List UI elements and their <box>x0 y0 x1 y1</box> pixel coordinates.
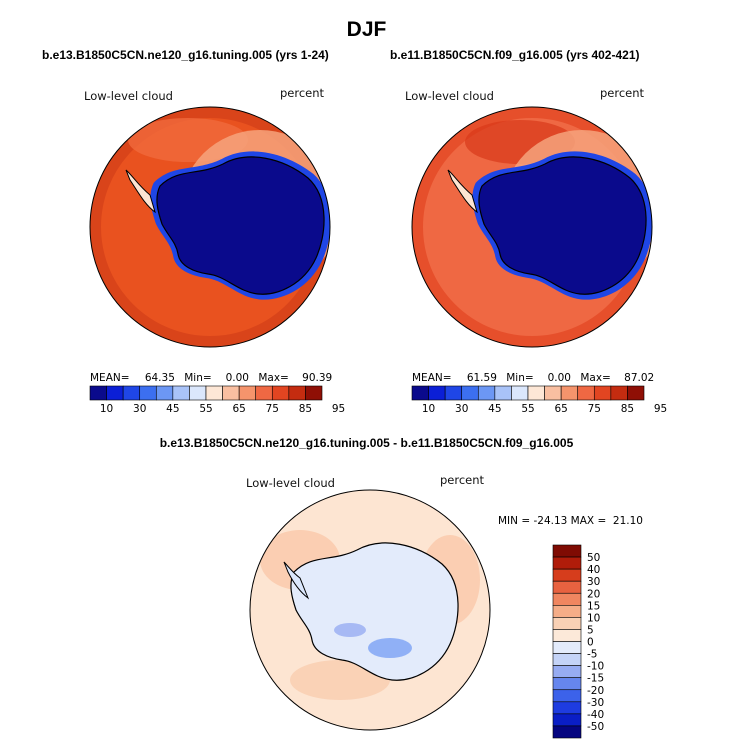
colorbar-left-swatch <box>255 385 273 401</box>
colorbar-left-swatch <box>122 385 141 401</box>
colorbar-bottom-swatch <box>552 617 582 630</box>
colorbar-bottom-tick-label: 30 <box>587 576 600 588</box>
colorbar-bottom-tick-label: -40 <box>587 709 604 721</box>
colorbar-bottom-tick-label: 5 <box>587 624 594 636</box>
colorbar-bottom-swatch <box>552 725 582 739</box>
colorbar-bottom-swatch <box>552 629 582 642</box>
colorbar-left-swatch <box>189 385 207 401</box>
colorbar-bottom-tick-label: -20 <box>587 685 604 697</box>
colorbar-right-tick-label: 65 <box>554 403 567 415</box>
colorbar-right-swatch <box>428 385 446 401</box>
colorbar-bottom-swatch <box>552 713 582 727</box>
colorbar-left-tick-label: 45 <box>166 403 179 415</box>
subtitle-right: b.e11.B1850C5CN.f09_g16.005 (yrs 402-421… <box>390 48 640 62</box>
figure-title: DJF <box>346 18 387 41</box>
map-border-right <box>411 106 653 348</box>
colorbar-right-tick-label: 75 <box>588 403 601 415</box>
map-panel-right <box>411 106 653 348</box>
colorbar-right-swatch <box>444 385 463 401</box>
colorbar-bottom-tick-label: -30 <box>587 697 604 709</box>
colorbar-bottom-swatch <box>552 580 582 594</box>
colorbar-left-swatch <box>271 385 290 401</box>
colorbar-right-swatch <box>560 385 579 401</box>
subtitle-left: b.e13.B1850C5CN.ne120_g16.tuning.005 (yr… <box>42 48 329 62</box>
map-border-bottom <box>249 489 491 731</box>
units-label-right: percent <box>600 86 645 100</box>
colorbar-bottom-swatch <box>552 544 582 558</box>
colorbar-left-tick-label: 55 <box>199 403 212 415</box>
colorbar-bottom-swatch <box>552 641 582 654</box>
colorbar-bottom-tick-label: -15 <box>587 673 604 685</box>
colorbar-bottom-tick-label: 20 <box>587 588 600 600</box>
colorbar-right-swatch <box>527 385 545 401</box>
colorbar-bottom-tick-label: -10 <box>587 661 604 673</box>
colorbar-right-tick-label: 10 <box>422 403 435 415</box>
field-label-left: Low-level cloud <box>84 89 173 103</box>
colorbar-right-tick-label: 55 <box>521 403 534 415</box>
colorbar-left-swatch <box>89 385 107 401</box>
colorbar-bottom-swatch <box>552 689 582 703</box>
colorbar-bottom-swatch <box>552 592 582 606</box>
colorbar-bottom-swatch <box>552 556 582 570</box>
colorbar-right-swatch <box>477 385 496 401</box>
colorbar-left-swatch <box>172 385 190 401</box>
colorbar-left-tick-label: 65 <box>232 403 245 415</box>
subtitle-bottom: b.e13.B1850C5CN.ne120_g16.tuning.005 - b… <box>159 436 574 450</box>
colorbar-left-swatch <box>106 385 124 401</box>
map-panel-left <box>89 106 331 348</box>
colorbar-right-swatch <box>610 385 628 401</box>
colorbar-bottom-tick-label: 10 <box>587 612 600 624</box>
units-label-left: percent <box>280 86 325 100</box>
colorbar-bottom-swatch <box>552 605 582 618</box>
colorbar-bottom-swatch <box>552 568 582 582</box>
colorbar-right: 10 30 45 55 65 75 85 95 <box>411 385 667 415</box>
colorbar-left: 10 30 45 55 65 75 85 95 <box>89 385 345 415</box>
colorbar-right-swatch <box>577 385 595 401</box>
colorbar-right-swatch <box>461 385 479 401</box>
colorbar-left-tick-label: 10 <box>100 403 113 415</box>
colorbar-left-tick-label: 85 <box>299 403 312 415</box>
colorbar-right-tick-label: 95 <box>654 403 667 415</box>
colorbar-left-swatch <box>288 385 306 401</box>
colorbar-right-swatch <box>544 385 562 401</box>
colorbar-left-swatch <box>155 385 174 401</box>
colorbar-bottom-swatch <box>552 653 582 666</box>
colorbar-left-swatch <box>305 385 323 401</box>
colorbar-right-tick-label: 45 <box>488 403 501 415</box>
colorbar-left-tick-label: 95 <box>332 403 345 415</box>
colorbar-right-swatch <box>511 385 529 401</box>
colorbar-left-tick-label: 75 <box>266 403 279 415</box>
colorbar-left-swatch <box>205 385 223 401</box>
colorbar-left-swatch <box>139 385 157 401</box>
colorbar-bottom-tick-label: -50 <box>587 721 604 733</box>
field-label-bottom: Low-level cloud <box>246 476 335 490</box>
stats-right: MEAN= 61.59 Min= 0.00 Max= 87.02 <box>412 372 655 384</box>
colorbar-bottom-swatch <box>552 701 582 715</box>
colorbar-bottom-tick-label: -5 <box>587 649 597 661</box>
map-border-left <box>89 106 331 348</box>
colorbar-right-tick-label: 30 <box>455 403 468 415</box>
colorbar-bottom-tick-label: 40 <box>587 564 600 576</box>
colorbar-bottom-swatch <box>552 665 582 678</box>
colorbar-left-tick-label: 30 <box>133 403 146 415</box>
colorbar-bottom-tick-label: 50 <box>587 552 600 564</box>
colorbar-bottom-tick-label: 15 <box>587 600 600 612</box>
colorbar-left-swatch <box>222 385 240 401</box>
colorbar-right-swatch <box>411 385 429 401</box>
field-label-right: Low-level cloud <box>405 89 494 103</box>
colorbar-bottom-tick-label: 0 <box>587 637 594 649</box>
units-label-bottom: percent <box>440 473 485 487</box>
colorbar-left-swatch <box>238 385 257 401</box>
colorbar-right-swatch <box>627 385 645 401</box>
stats-bottom: MIN = -24.13 MAX = 21.10 <box>498 515 643 527</box>
stats-left: MEAN= 64.35 Min= 0.00 Max= 90.39 <box>90 372 333 384</box>
map-panel-bottom <box>249 489 491 731</box>
colorbar-right-tick-label: 85 <box>621 403 634 415</box>
colorbar-right-swatch <box>593 385 612 401</box>
colorbar-right-swatch <box>494 385 512 401</box>
colorbar-bottom-swatch <box>552 677 582 691</box>
